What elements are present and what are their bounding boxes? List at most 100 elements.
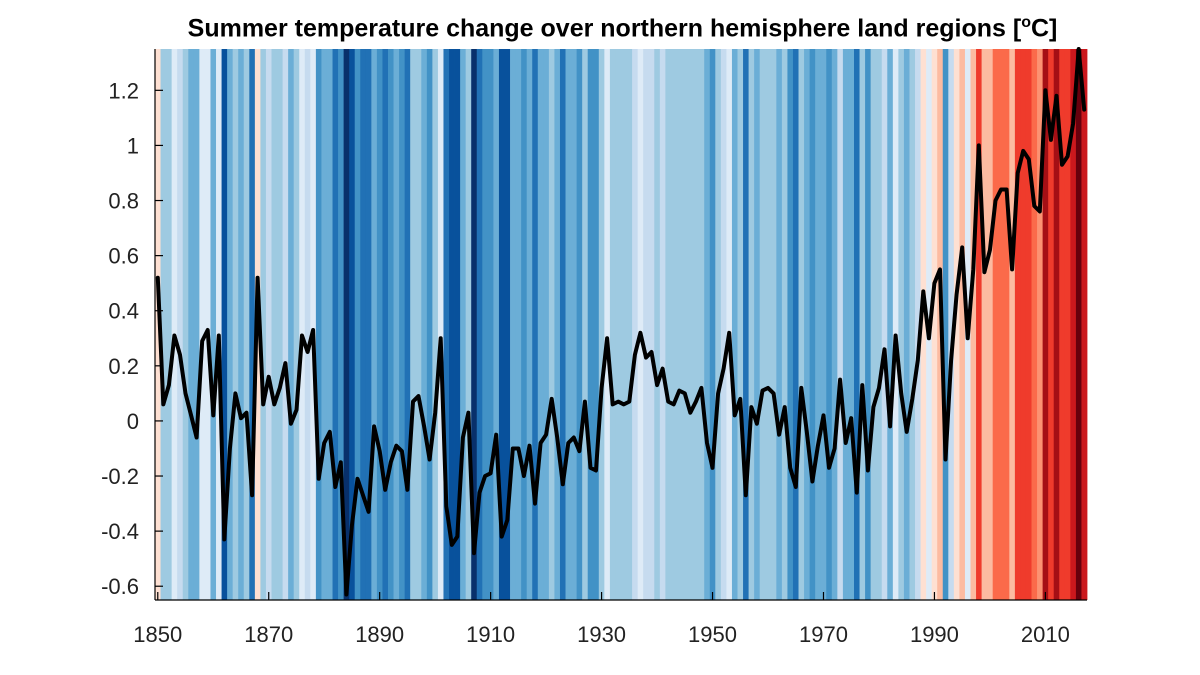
- stripe-2016: [1075, 49, 1082, 600]
- y-tick-label: -0.6: [101, 574, 139, 599]
- stripe-1916: [521, 49, 528, 600]
- stripe-1942: [665, 49, 672, 600]
- stripe-1927: [582, 49, 589, 600]
- stripe-1894: [399, 49, 406, 600]
- stripe-1880: [321, 49, 328, 600]
- stripe-1948: [698, 49, 705, 600]
- stripe-1974: [842, 49, 849, 600]
- stripe-1858: [199, 49, 206, 600]
- stripe-1863: [227, 49, 234, 600]
- stripe-1864: [232, 49, 239, 600]
- stripe-1862: [221, 49, 228, 600]
- stripe-1962: [776, 49, 783, 600]
- stripe-1857: [193, 49, 200, 600]
- x-tick-label: 1890: [355, 622, 404, 647]
- stripe-1853: [171, 49, 178, 600]
- stripe-1964: [787, 49, 794, 600]
- stripe-1959: [759, 49, 766, 600]
- y-tick-label: 0.6: [108, 244, 139, 269]
- stripe-1973: [837, 49, 844, 600]
- stripe-1861: [216, 49, 222, 600]
- stripe-1907: [471, 49, 478, 600]
- stripe-1895: [404, 49, 411, 600]
- x-tick-label: 1930: [577, 622, 626, 647]
- stripe-1921: [548, 49, 555, 600]
- stripe-1936: [632, 49, 639, 600]
- stripe-1953: [726, 49, 733, 600]
- stripe-1872: [277, 49, 283, 600]
- chart-title: Summer temperature change over northern …: [0, 14, 1200, 43]
- stripe-1954: [731, 49, 738, 600]
- stripe-1998: [976, 49, 982, 600]
- stripe-1900: [432, 49, 439, 600]
- stripe-1993: [948, 49, 955, 600]
- stripe-2014: [1064, 49, 1071, 600]
- stripe-1871: [271, 49, 278, 600]
- stripe-1992: [942, 49, 949, 600]
- stripe-2005: [1014, 49, 1021, 600]
- stripe-2003: [1003, 49, 1010, 600]
- stripe-2012: [1053, 49, 1060, 600]
- stripe-1912: [498, 49, 505, 600]
- stripe-1950: [709, 49, 716, 600]
- stripe-1932: [609, 49, 616, 600]
- stripe-1889: [371, 49, 378, 600]
- y-tick-label: 0.4: [108, 299, 139, 324]
- stripe-1978: [865, 49, 872, 600]
- stripe-1928: [587, 49, 594, 600]
- y-tick-label: -0.4: [101, 519, 139, 544]
- stripe-1931: [604, 49, 611, 600]
- stripe-1896: [410, 49, 417, 600]
- stripe-1943: [670, 49, 677, 600]
- stripe-1911: [493, 49, 500, 600]
- stripe-1960: [765, 49, 772, 600]
- stripe-1878: [310, 49, 317, 600]
- stripe-1888: [365, 49, 372, 600]
- stripe-1952: [720, 49, 727, 600]
- stripe-1934: [621, 49, 627, 600]
- stripe-1923: [559, 49, 566, 600]
- stripe-1877: [304, 49, 311, 600]
- stripe-1901: [437, 49, 444, 600]
- stripe-1926: [576, 49, 583, 600]
- stripe-1897: [415, 49, 422, 600]
- stripe-1924: [565, 49, 572, 600]
- stripe-1982: [887, 49, 894, 600]
- chart-title-tail: C]: [1030, 14, 1058, 43]
- stripe-1975: [848, 49, 855, 600]
- stripe-1958: [754, 49, 761, 600]
- stripe-1955: [737, 49, 744, 600]
- stripe-1859: [204, 49, 211, 600]
- stripe-1990: [931, 49, 938, 600]
- stripe-1902: [443, 49, 450, 600]
- stripe-1951: [715, 49, 722, 600]
- stripe-2013: [1059, 49, 1066, 600]
- stripe-1957: [748, 49, 755, 600]
- stripe-1913: [504, 49, 511, 600]
- stripe-1891: [382, 49, 389, 600]
- stripe-1879: [315, 49, 322, 600]
- stripe-1856: [188, 49, 195, 600]
- stripe-1925: [571, 49, 578, 600]
- stripe-1970: [820, 49, 827, 600]
- stripe-2009: [1037, 49, 1044, 600]
- stripe-1881: [326, 49, 333, 600]
- stripe-1940: [654, 49, 661, 600]
- x-tick-label: 1970: [799, 622, 848, 647]
- stripe-1941: [659, 49, 666, 600]
- stripe-1947: [693, 49, 700, 600]
- stripe-2002: [998, 49, 1005, 600]
- stripe-1988: [920, 49, 927, 600]
- stripe-1956: [743, 49, 749, 600]
- y-tick-label: -0.2: [101, 464, 139, 489]
- stripe-1997: [970, 49, 977, 600]
- stripe-1929: [593, 49, 600, 600]
- stripe-1874: [288, 49, 295, 600]
- stripe-1966: [798, 49, 805, 600]
- series-line-layer: [155, 47, 1087, 597]
- y-tick-label: 0: [127, 409, 139, 434]
- stripe-1883: [338, 49, 345, 600]
- stripe-1961: [770, 49, 777, 600]
- stripe-1984: [898, 49, 905, 600]
